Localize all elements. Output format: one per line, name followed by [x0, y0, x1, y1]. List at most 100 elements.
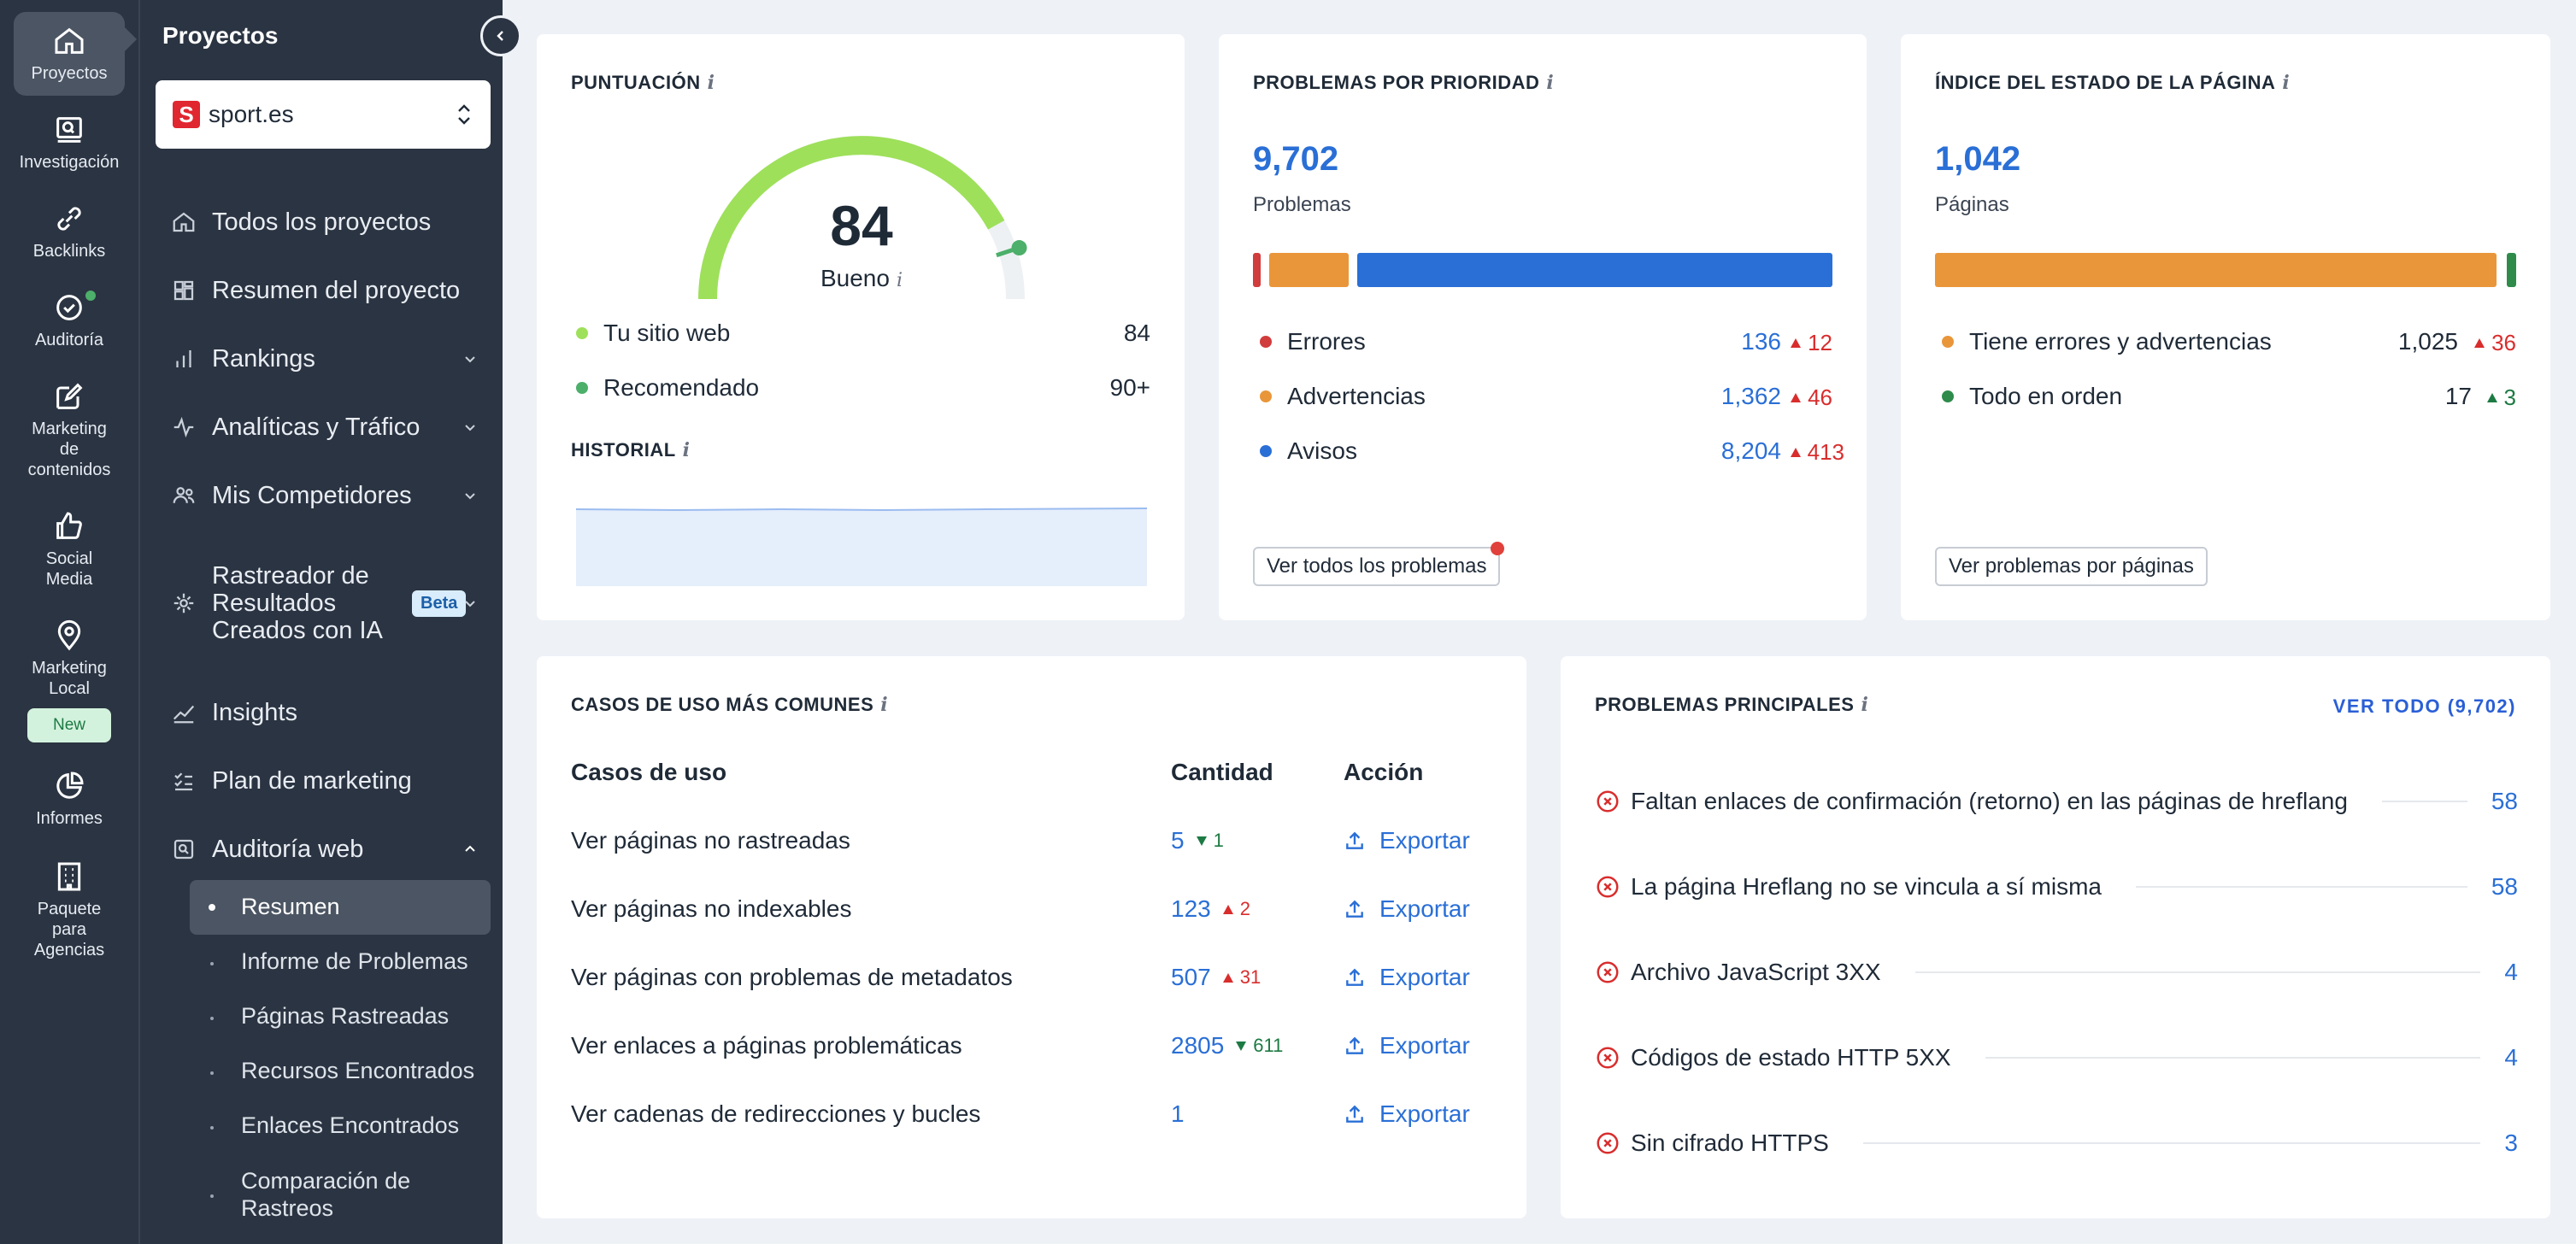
rail-item-marketing-contenidos[interactable]: Marketing de contenidos — [14, 379, 125, 480]
site-audit-icon — [173, 839, 194, 860]
sidebar-subitem-resumen[interactable]: Resumen — [241, 894, 340, 919]
export-button[interactable]: Exportar — [1344, 1100, 1470, 1128]
priority-row-label: Errores — [1287, 328, 1366, 355]
score-row-recomendado: Recomendado — [576, 374, 759, 402]
delta-value: 611 — [1253, 1035, 1284, 1056]
rail-item-proyectos[interactable]: Proyectos — [14, 12, 125, 96]
score-rating: Bueno i — [793, 265, 930, 292]
priority-row-errores[interactable]: Errores — [1260, 328, 1366, 355]
sidebar-item-insights[interactable]: Insights — [171, 695, 487, 730]
delta-value: 46 — [1808, 384, 1832, 410]
rail-item-backlinks[interactable]: Backlinks — [14, 202, 125, 261]
sidebar-subitem-comparacion[interactable]: Comparación de Rastreos — [241, 1168, 411, 1221]
nav-label: Analíticas y Tráfico — [212, 413, 421, 441]
priority-row-label: Avisos — [1287, 437, 1357, 464]
rail-item-agencias[interactable]: Paquete para Agencias — [14, 860, 125, 960]
bullet — [210, 1194, 214, 1198]
notification-dot — [1491, 542, 1504, 555]
health-row-value[interactable]: 1,025 — [2397, 328, 2458, 355]
priority-row-value[interactable]: 8,204 — [1720, 437, 1781, 464]
view-issues-by-pages-button[interactable]: Ver problemas por páginas — [1935, 547, 2208, 586]
priority-row-avisos[interactable]: Avisos — [1260, 437, 1357, 465]
pie-chart-icon — [56, 772, 84, 799]
new-badge: New — [27, 708, 111, 742]
rail-item-informes[interactable]: Informes — [14, 769, 125, 829]
sidebar-subitem-recursos[interactable]: Recursos Encontrados — [241, 1058, 475, 1083]
top-issue-row[interactable]: Faltan enlaces de confirmación (retorno)… — [1595, 784, 2518, 819]
use-case-count[interactable]: 507 31 — [1171, 964, 1261, 991]
arrow-up-icon — [1791, 393, 1802, 402]
score-gauge — [698, 136, 1027, 300]
use-case-label: Ver enlaces a páginas problemáticas — [571, 1032, 962, 1059]
priority-bar — [1253, 253, 1832, 287]
use-case-label: Ver páginas no rastreadas — [571, 827, 850, 854]
priority-row-delta: 12 — [1791, 330, 1832, 356]
sidebar-item-analiticas[interactable]: Analíticas y Tráfico — [171, 410, 487, 444]
rail-item-marketing-local[interactable]: Marketing Local — [14, 619, 125, 699]
score-row-value: 84 — [1123, 320, 1150, 346]
home-icon — [55, 27, 84, 54]
export-button[interactable]: Exportar — [1344, 1032, 1470, 1059]
collapse-sidebar-button[interactable] — [480, 15, 521, 56]
health-row-errores[interactable]: Tiene errores y advertencias — [1942, 328, 2272, 355]
view-all-link[interactable]: VER TODO (9,702) — [2332, 695, 2516, 717]
arrow-down-icon — [1236, 1041, 1247, 1051]
bullet — [210, 962, 214, 965]
issue-label: Archivo JavaScript 3XX — [1631, 959, 1881, 985]
delta-value: 3 — [2503, 384, 2516, 410]
rail-item-auditoria[interactable]: Auditoría — [14, 290, 125, 350]
top-issue-row[interactable]: Archivo JavaScript 3XX 4 — [1595, 955, 2518, 989]
info-icon[interactable]: i — [2282, 72, 2291, 94]
info-icon[interactable]: i — [707, 72, 715, 94]
use-case-count[interactable]: 2805 611 — [1171, 1032, 1283, 1059]
use-case-count[interactable]: 123 2 — [1171, 895, 1250, 923]
sidebar-item-auditoria-web[interactable]: Auditoría web — [171, 832, 487, 866]
use-case-count[interactable]: 5 1 — [1171, 827, 1224, 854]
trend-icon — [173, 705, 195, 724]
info-icon[interactable]: i — [1861, 694, 1869, 716]
health-total-label: Páginas — [1935, 193, 2009, 216]
export-button[interactable]: Exportar — [1344, 895, 1470, 923]
health-row-value[interactable]: 17 — [2444, 383, 2472, 409]
top-issue-row[interactable]: La página Hreflang no se vincula a sí mi… — [1595, 870, 2518, 904]
priority-row-value[interactable]: 1,362 — [1720, 383, 1781, 409]
error-circle-icon — [1597, 790, 1619, 813]
export-label: Exportar — [1379, 964, 1470, 990]
priority-row-advertencias[interactable]: Advertencias — [1260, 383, 1426, 410]
score-row-label: Recomendado — [603, 374, 760, 401]
sidebar-item-competidores[interactable]: Mis Competidores — [171, 478, 487, 513]
count-value: 2805 — [1171, 1032, 1225, 1059]
export-button[interactable]: Exportar — [1344, 827, 1470, 854]
top-issue-row[interactable]: Sin cifrado HTTPS 3 — [1595, 1126, 2518, 1160]
top-issue-row[interactable]: Códigos de estado HTTP 5XX 4 — [1595, 1041, 2518, 1075]
use-case-count[interactable]: 1 — [1171, 1100, 1185, 1128]
info-icon[interactable]: i — [880, 694, 889, 716]
sidebar-subitem-informe[interactable]: Informe de Problemas — [241, 948, 468, 974]
sidebar-item-plan-marketing[interactable]: Plan de marketing — [171, 764, 487, 798]
issue-count: 3 — [2504, 1130, 2518, 1156]
info-icon[interactable]: i — [682, 439, 691, 461]
project-selector[interactable]: S sport.es — [156, 80, 491, 149]
sidebar-item-rankings[interactable]: Rankings — [171, 342, 487, 376]
delta-value: 12 — [1808, 330, 1832, 355]
sidebar-item-todos-proyectos[interactable]: Todos los proyectos — [171, 205, 487, 239]
sidebar-subitem-enlaces[interactable]: Enlaces Encontrados — [241, 1112, 460, 1138]
rail-label: Investigación — [19, 153, 120, 172]
view-all-issues-button[interactable]: Ver todos los problemas — [1253, 547, 1501, 586]
info-icon[interactable]: i — [1546, 72, 1555, 94]
sidebar: Proyectos S sport.es Todos los proyectos… — [138, 0, 503, 1244]
legend-dot — [1260, 390, 1272, 402]
rail-item-social-media[interactable]: Social Media — [14, 509, 125, 590]
sidebar-subitem-paginas[interactable]: Páginas Rastreadas — [241, 1003, 450, 1029]
priority-title: PROBLEMAS POR PRIORIDAD i — [1253, 72, 1554, 94]
info-icon[interactable]: i — [896, 270, 903, 291]
rail-item-investigacion[interactable]: Investigación — [14, 113, 125, 173]
export-button[interactable]: Exportar — [1344, 964, 1470, 991]
priority-row-delta: 46 — [1791, 384, 1832, 411]
score-row-sitio: Tu sitio web — [576, 320, 730, 347]
sidebar-item-resumen-proyecto[interactable]: Resumen del proyecto — [171, 273, 487, 308]
sidebar-item-rastreador-ia[interactable]: Rastreador de Resultados Creados con IA … — [171, 547, 487, 660]
priority-row-value[interactable]: 136 — [1741, 328, 1781, 355]
score-title: PUNTUACIÓN i — [571, 72, 715, 94]
health-row-ok[interactable]: Todo en orden — [1942, 383, 2122, 410]
